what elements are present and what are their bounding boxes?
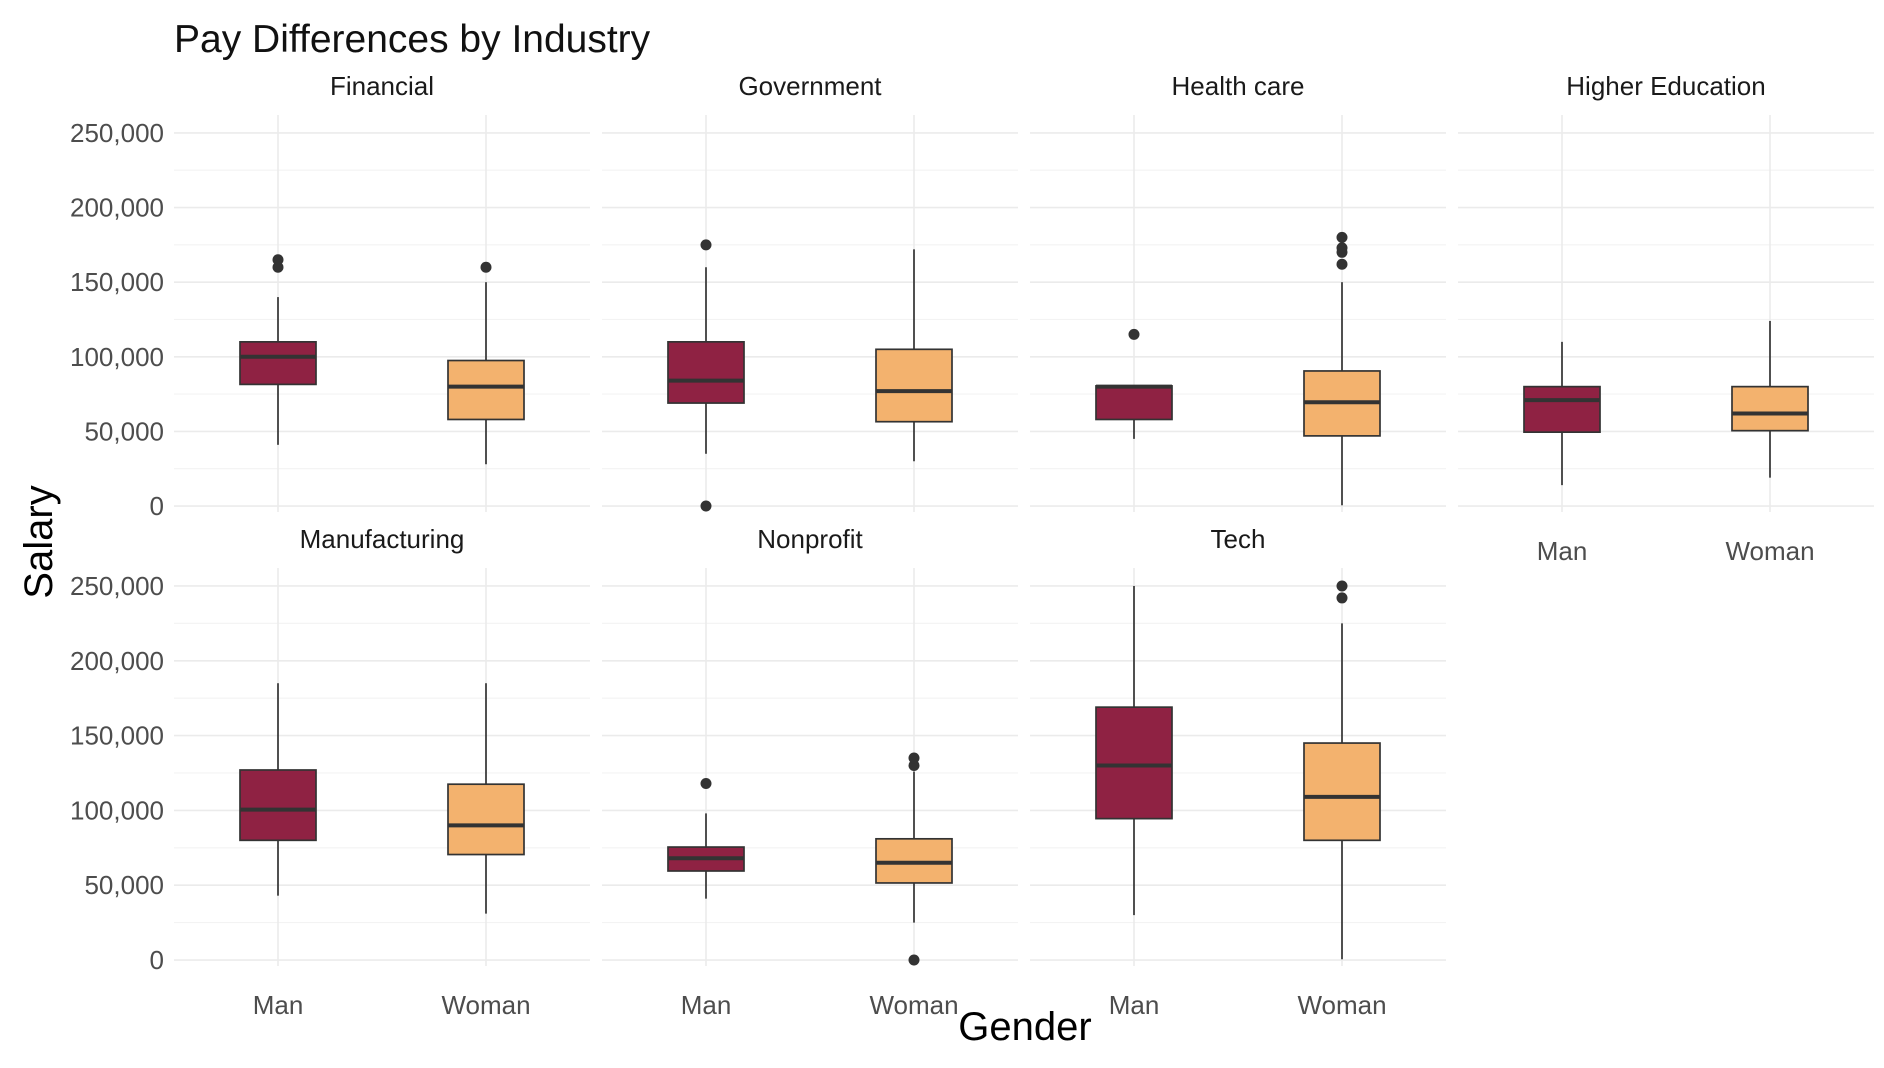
outlier-point (1336, 580, 1348, 592)
box-health-care-man (1095, 328, 1173, 439)
box-iqr (1731, 385, 1809, 432)
outlier-point (480, 261, 492, 273)
panel-government: Government (602, 71, 1018, 512)
x-tick-labels: Man Woman Man Woman Man Woman Man Woman (253, 536, 1815, 1020)
outlier-point (1128, 328, 1140, 340)
x-tick-label: Man (1109, 990, 1160, 1020)
x-axis-title: Gender (958, 1005, 1091, 1049)
outlier-point (1336, 242, 1348, 254)
strip-label: Financial (330, 71, 434, 101)
y-tick-label: 150,000 (70, 267, 164, 297)
y-tick-label: 50,000 (84, 870, 164, 900)
x-tick-label: Man (681, 990, 732, 1020)
outlier-point (700, 777, 712, 789)
strip-label: Manufacturing (300, 524, 465, 554)
x-tick-label: Man (253, 990, 304, 1020)
panel-nonprofit: Nonprofit (602, 524, 1018, 966)
box-financial-man (239, 254, 317, 445)
outlier-point (700, 239, 712, 251)
box-higher-education-man (1523, 341, 1601, 486)
box-iqr (447, 359, 525, 421)
box-iqr (1303, 742, 1381, 842)
box-iqr (239, 769, 317, 842)
panel-health-care: Health care (1030, 71, 1446, 512)
box-nonprofit-man (667, 777, 745, 899)
outlier-point (272, 254, 284, 266)
outlier-point (908, 954, 920, 966)
box-government-man (667, 239, 745, 512)
panel-manufacturing: Manufacturing (174, 524, 590, 966)
y-tick-label: 250,000 (70, 571, 164, 601)
panel-tech: Tech (1030, 524, 1446, 966)
box-financial-woman (447, 261, 525, 465)
box-iqr (447, 783, 525, 856)
outlier-point (1336, 592, 1348, 604)
strip-label: Health care (1172, 71, 1305, 101)
box-manufacturing-woman (447, 683, 525, 914)
strip-label: Tech (1211, 524, 1266, 554)
box-tech-woman (1303, 580, 1381, 960)
box-health-care-woman (1303, 231, 1381, 506)
box-iqr (239, 341, 317, 386)
strip-label: Higher Education (1566, 71, 1765, 101)
chart-title: Pay Differences by Industry (174, 18, 651, 61)
box-iqr (1523, 385, 1601, 434)
box-government-woman (875, 249, 953, 462)
y-tick-label: 0 (150, 491, 164, 521)
box-higher-education-woman (1731, 320, 1809, 478)
box-iqr (875, 348, 953, 423)
y-axis-title: Salary (17, 485, 61, 598)
y-tick-label: 200,000 (70, 646, 164, 676)
x-tick-label: Woman (441, 990, 530, 1020)
box-tech-man (1095, 585, 1173, 916)
box-iqr (667, 341, 745, 404)
box-iqr (1095, 385, 1173, 421)
y-tick-label: 0 (150, 945, 164, 975)
outlier-point (700, 500, 712, 512)
x-tick-label: Woman (869, 990, 958, 1020)
y-tick-label: 100,000 (70, 342, 164, 372)
y-tick-label: 200,000 (70, 193, 164, 223)
y-tick-label: 50,000 (84, 416, 164, 446)
outlier-point (1336, 231, 1348, 243)
outlier-point (908, 752, 920, 764)
strip-label: Nonprofit (757, 524, 863, 554)
panel-financial: Financial (174, 71, 590, 512)
x-tick-label: Woman (1725, 536, 1814, 566)
panel-higher-education: Higher Education (1458, 71, 1874, 512)
y-tick-label: 250,000 (70, 118, 164, 148)
y-tick-label: 150,000 (70, 721, 164, 751)
y-tick-labels: 0 50,000 100,000 150,000 200,000 250,000 0 50,0… (70, 118, 164, 975)
box-iqr (1095, 706, 1173, 820)
x-tick-label: Man (1537, 536, 1588, 566)
strip-label: Government (738, 71, 882, 101)
y-tick-label: 100,000 (70, 795, 164, 825)
box-manufacturing-man (239, 683, 317, 896)
box-nonprofit-woman (875, 752, 953, 966)
outlier-point (1336, 258, 1348, 270)
x-tick-label: Woman (1297, 990, 1386, 1020)
facet-panels: Financial Government Health care Higher Edu… (174, 71, 1874, 966)
